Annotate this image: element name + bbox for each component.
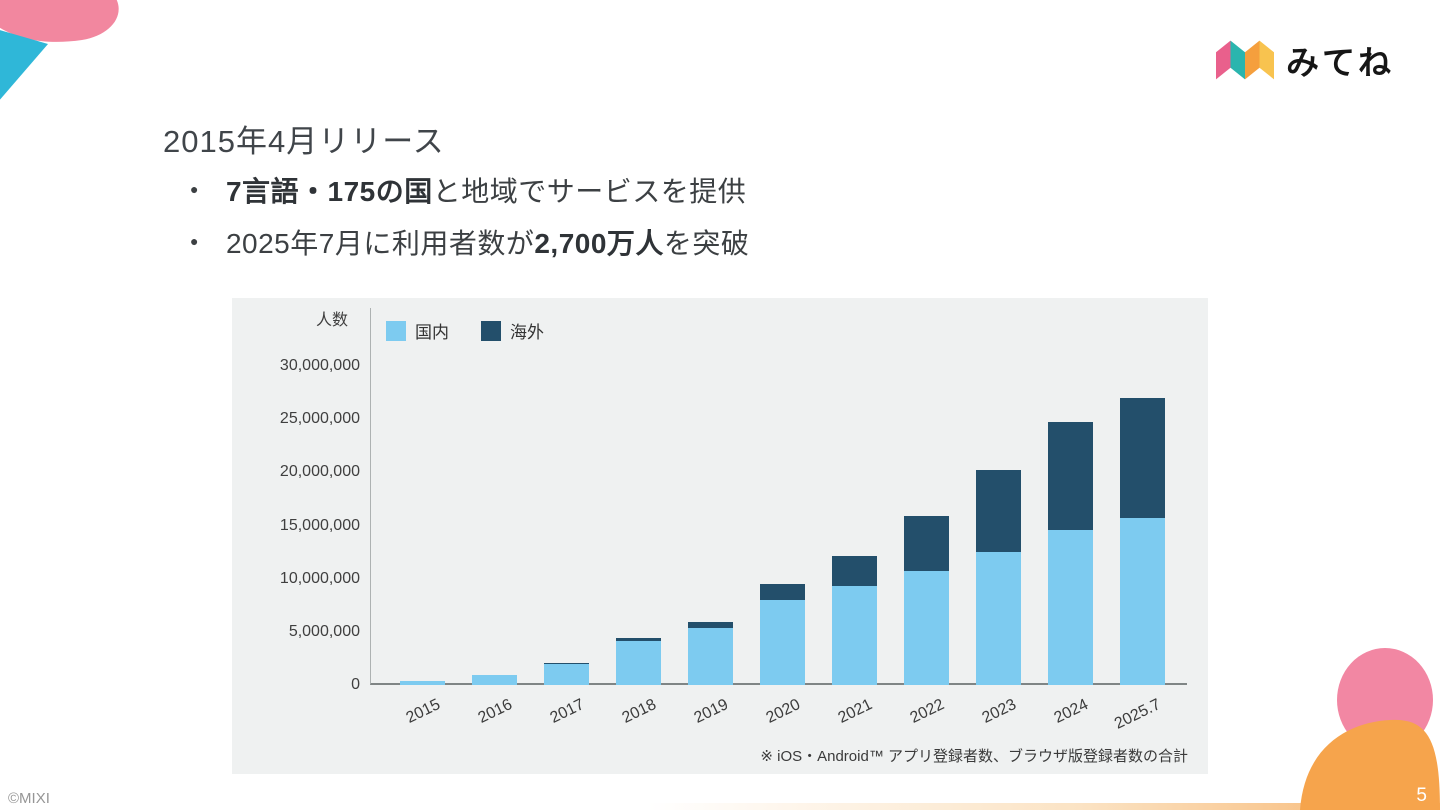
bar-segment-国内-2022 xyxy=(903,571,949,685)
bar-segment-国内-2023 xyxy=(975,552,1021,685)
y-axis-tick-label: 30,000,000 xyxy=(279,357,360,374)
bar-segment-国内-2024 xyxy=(1047,529,1093,685)
bar-segment-国内-2020 xyxy=(759,599,805,685)
x-axis-tick-label: 2021 xyxy=(836,696,876,727)
bar-segment-海外-2019 xyxy=(687,622,733,628)
logo: みてね xyxy=(1216,36,1394,84)
x-axis-tick-label: 2017 xyxy=(548,696,588,727)
chart-panel: 人数 国内 海外 ※ iOS・Android™ アプリ登録者数、ブラウザ版登録者数… xyxy=(232,298,1208,774)
bullet-text: 2025年7月に利用者数が2,700万人を突破 xyxy=(225,228,750,259)
x-axis-tick-label: 2015 xyxy=(404,696,444,727)
bar-segment-国内-2019 xyxy=(687,627,733,685)
x-axis-tick-label: 2018 xyxy=(620,696,660,727)
pink-blob-icon xyxy=(1337,648,1433,752)
bar-segment-海外-2021 xyxy=(831,556,877,587)
bar-segment-国内-2017 xyxy=(543,664,589,685)
chart-legend: 国内 海外 xyxy=(386,318,544,343)
x-axis-tick-label: 2020 xyxy=(764,696,804,727)
y-axis-label: 人数 xyxy=(316,312,349,329)
cyan-triangle-icon xyxy=(0,30,48,100)
logo-fold-orange xyxy=(1245,40,1260,80)
bottom-gradient-strip xyxy=(0,803,1440,810)
legend-item: 国内 xyxy=(386,318,449,343)
bar-segment-海外-2024 xyxy=(1047,422,1093,530)
page-number: 5 xyxy=(1416,785,1427,806)
legend-swatch xyxy=(386,320,406,341)
bullet-list: 7言語・175の国と地域でサービスを提供 2025年7月に利用者数が2,700万… xyxy=(190,170,749,274)
bar-segment-国内-2025.7 xyxy=(1119,518,1165,685)
page-title: 2015年4月リリース xyxy=(163,124,445,159)
logo-fold-pink xyxy=(1216,40,1231,80)
legend-label: 海外 xyxy=(510,323,544,342)
bullet-item: 2025年7月に利用者数が2,700万人を突破 xyxy=(190,222,749,262)
bar-segment-国内-2015 xyxy=(399,681,445,685)
y-axis-tick-label: 25,000,000 xyxy=(279,410,360,428)
bar-segment-国内-2021 xyxy=(831,586,877,685)
pink-blob-icon xyxy=(0,0,119,42)
legend-label: 国内 xyxy=(415,323,449,342)
x-axis-tick-label: 2023 xyxy=(980,696,1020,727)
x-axis-tick-label: 2025.7 xyxy=(1112,696,1164,733)
bullet-text: 7言語・175の国と地域でサービスを提供 xyxy=(225,176,747,207)
logo-fold-teal xyxy=(1230,40,1245,80)
logo-fold-yellow xyxy=(1259,40,1274,80)
mitene-logo-icon xyxy=(1216,40,1274,80)
bullet-item: 7言語・175の国と地域でサービスを提供 xyxy=(190,170,749,210)
bar-segment-海外-2025.7 xyxy=(1119,397,1165,519)
legend-item: 海外 xyxy=(481,318,544,343)
x-axis-tick-label: 2024 xyxy=(1052,696,1092,727)
bar-segment-国内-2018 xyxy=(615,641,661,685)
y-axis-tick-label: 10,000,000 xyxy=(279,569,360,587)
y-axis-tick-label: 0 xyxy=(351,676,360,693)
top-left-decoration xyxy=(0,0,119,100)
bar-segment-海外-2020 xyxy=(759,583,805,600)
bar-segment-海外-2017 xyxy=(543,663,589,665)
x-axis-tick-label: 2016 xyxy=(476,696,516,727)
x-axis-tick-label: 2022 xyxy=(908,696,948,727)
bar-segment-海外-2018 xyxy=(615,638,661,642)
y-axis-tick-label: 20,000,000 xyxy=(279,463,360,481)
logo-text: みてね xyxy=(1286,44,1394,81)
y-axis-tick-label: 5,000,000 xyxy=(288,622,360,640)
bar-segment-国内-2016 xyxy=(471,675,517,685)
copyright: ©MIXI xyxy=(8,790,50,807)
chart-note: ※ iOS・Android™ アプリ登録者数、ブラウザ版登録者数の合計 xyxy=(760,748,1188,765)
bar-segment-海外-2023 xyxy=(975,470,1021,553)
x-axis-tick-label: 2019 xyxy=(692,696,732,727)
legend-swatch xyxy=(481,320,501,341)
bar-segment-海外-2022 xyxy=(903,515,949,572)
y-axis-tick-label: 15,000,000 xyxy=(279,516,360,534)
